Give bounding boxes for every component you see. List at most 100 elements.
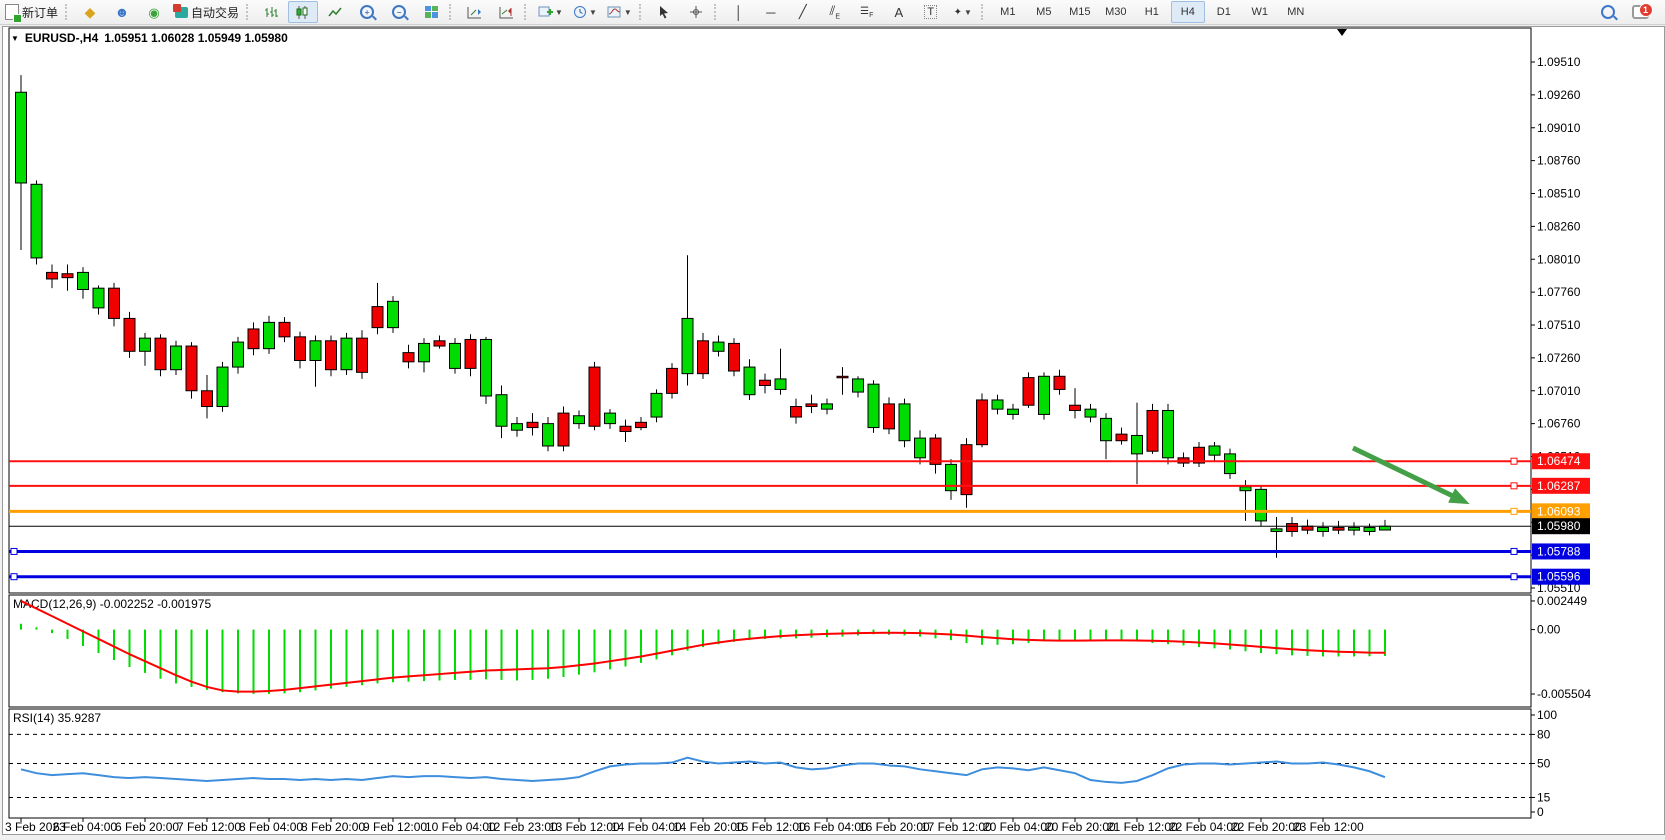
candle-chart-button[interactable] xyxy=(288,1,319,23)
chart-canvas[interactable]: 1.09510 1.09260 1.09010 1.08760 1.08510 1.082… xyxy=(3,27,1662,832)
toolbar-grip xyxy=(449,4,456,20)
channel-button[interactable]: ⫽E xyxy=(820,1,850,23)
text-button[interactable]: A xyxy=(884,1,914,23)
timeframe-button-m30[interactable]: M30 xyxy=(1105,6,1127,18)
tile-windows-icon xyxy=(424,6,438,18)
timeframe-button-m1[interactable]: M1 xyxy=(1000,6,1016,18)
candle xyxy=(154,337,167,371)
time-tick-label[interactable]: 13 Feb 12:00 xyxy=(549,820,620,832)
candle xyxy=(774,378,787,390)
time-tick-label[interactable]: 22 Feb 04:00 xyxy=(1169,820,1240,832)
gold-diamond-icon: ◆ xyxy=(84,4,96,20)
cursor-button[interactable] xyxy=(649,1,679,23)
time-tick-label[interactable]: 14 Feb 20:00 xyxy=(673,820,744,832)
time-tick-label[interactable]: 12 Feb 23:00 xyxy=(487,820,558,832)
current-price-tag-label: 1.05980 xyxy=(1537,519,1581,533)
line-handle[interactable] xyxy=(1510,482,1518,490)
time-tick-label[interactable]: 8 Feb 04:00 xyxy=(239,820,303,832)
chat-icon: 1 xyxy=(1631,3,1653,19)
vline-icon: │ xyxy=(734,4,743,20)
time-tick-label[interactable]: 22 Feb 20:00 xyxy=(1231,820,1302,832)
line-handle[interactable] xyxy=(1510,507,1518,515)
cursor-icon xyxy=(659,6,668,19)
timeframe-button-mn[interactable]: MN xyxy=(1287,6,1305,18)
candle xyxy=(790,406,802,418)
timeframe-button-m5[interactable]: M5 xyxy=(1036,6,1052,18)
time-tick-label[interactable]: 20 Feb 04:00 xyxy=(983,820,1054,832)
time-tick-label[interactable]: 3 Feb 2023 xyxy=(5,820,66,832)
time-tick-label[interactable]: 20 Feb 20:00 xyxy=(1045,820,1116,832)
vline-button[interactable]: │ xyxy=(724,1,754,23)
time-tick-label[interactable]: 6 Feb 20:00 xyxy=(115,820,179,832)
zoom-out-button[interactable]: − xyxy=(384,1,414,23)
time-tick-label[interactable]: 14 Feb 04:00 xyxy=(611,820,682,832)
candle xyxy=(635,421,647,429)
new-chart-button[interactable]: ▼ xyxy=(534,1,567,23)
price-level-tag-label: 1.06474 xyxy=(1537,454,1581,468)
line-handle[interactable] xyxy=(1510,457,1518,465)
charts-button[interactable]: ◆ xyxy=(75,1,105,23)
timeframe-button-h1[interactable]: H1 xyxy=(1144,6,1159,18)
crosshair-button[interactable] xyxy=(681,1,711,23)
time-tick-label[interactable]: 17 Feb 12:00 xyxy=(921,820,992,832)
time-tick-label[interactable]: 21 Feb 12:00 xyxy=(1107,820,1178,832)
candle xyxy=(945,463,957,492)
timeframe-button-w1[interactable]: W1 xyxy=(1251,6,1269,18)
chart-shift-button[interactable] xyxy=(491,1,521,23)
fibonacci-button[interactable]: ☰F xyxy=(852,1,882,23)
chevron-down-icon: ▼ xyxy=(964,7,972,17)
candle xyxy=(170,345,182,371)
right-group: 1 xyxy=(1592,0,1665,24)
time-tick-label[interactable]: 7 Feb 12:00 xyxy=(177,820,241,832)
time-tick-label[interactable]: 8 Feb 20:00 xyxy=(301,820,365,832)
price-tick-label: 1.07760 xyxy=(1537,285,1581,299)
line-handle[interactable] xyxy=(1510,547,1518,555)
candle xyxy=(1162,409,1174,459)
candle xyxy=(201,390,213,408)
line-chart-button[interactable] xyxy=(320,1,350,23)
period-button[interactable]: ▼ xyxy=(569,1,601,23)
candle xyxy=(1115,433,1128,442)
tile-windows-button[interactable] xyxy=(416,1,446,23)
line-handle[interactable] xyxy=(10,573,18,581)
shapes-button[interactable]: ✦ ▼ xyxy=(948,1,978,23)
hline-button[interactable]: ─ xyxy=(756,1,786,23)
symbol-period-label: EURUSD-,H4 xyxy=(24,31,99,45)
new-order-label: 新订单 xyxy=(22,5,59,20)
trendline-button[interactable]: ╱ xyxy=(788,1,818,23)
timeframe-button-m15[interactable]: M15 xyxy=(1069,6,1091,18)
time-tick-label[interactable]: 16 Feb 20:00 xyxy=(859,820,930,832)
zoom-in-button[interactable]: + xyxy=(352,1,382,23)
time-tick-label[interactable]: 10 Feb 04:00 xyxy=(425,820,496,832)
candle xyxy=(1053,375,1066,390)
time-tick-label[interactable]: 15 Feb 12:00 xyxy=(735,820,806,832)
autotrade-button[interactable]: 自动交易 xyxy=(171,1,243,23)
time-tick-label[interactable]: 9 Feb 12:00 xyxy=(363,820,427,832)
candle xyxy=(1193,446,1205,464)
trend-arrow-annotation[interactable] xyxy=(1351,445,1459,501)
candle xyxy=(108,287,120,319)
candle xyxy=(1069,404,1081,411)
time-tick-label[interactable]: 6 Feb 04:00 xyxy=(53,820,117,832)
chat-button[interactable]: 1 xyxy=(1625,1,1655,23)
hline-icon: ─ xyxy=(766,4,776,20)
chart-window[interactable]: ▼ EURUSD-,H4 1.05951 1.06028 1.05949 1.0… xyxy=(2,26,1665,835)
line-handle[interactable] xyxy=(10,547,18,555)
auto-scroll-button[interactable] xyxy=(459,1,489,23)
timeframe-button-h4[interactable]: H4 xyxy=(1170,1,1205,23)
one-click-dropdown-icon[interactable]: ▼ xyxy=(11,33,19,43)
candle xyxy=(247,328,260,350)
new-order-button[interactable]: 新订单 xyxy=(1,1,62,23)
signal-button[interactable]: ◉ xyxy=(139,1,169,23)
time-tick-label[interactable]: 16 Feb 04:00 xyxy=(797,820,868,832)
indicators-button[interactable]: ▼ xyxy=(603,1,636,23)
candle xyxy=(61,273,74,279)
timeframe-button-d1[interactable]: D1 xyxy=(1216,6,1231,18)
line-handle[interactable] xyxy=(1510,573,1518,581)
profile-button[interactable]: ☻ xyxy=(107,1,137,23)
time-tick-label[interactable]: 23 Feb 12:00 xyxy=(1293,820,1364,832)
search-button[interactable] xyxy=(1593,1,1623,23)
channel-icon: ⫽E xyxy=(829,3,841,21)
bar-chart-button[interactable] xyxy=(256,1,286,23)
label-button[interactable]: T xyxy=(916,1,946,23)
